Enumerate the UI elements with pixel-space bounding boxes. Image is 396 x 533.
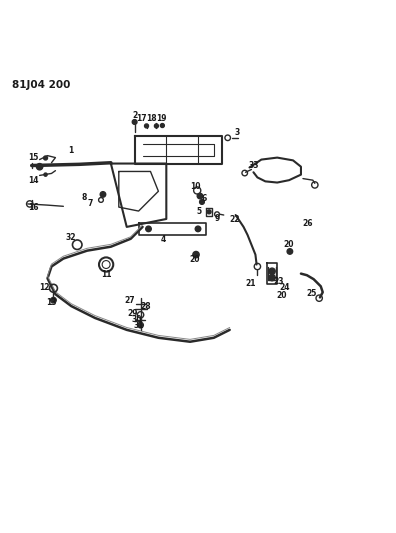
- Text: 22: 22: [229, 215, 240, 224]
- Text: 14: 14: [29, 176, 39, 184]
- Circle shape: [269, 274, 275, 281]
- Text: 17: 17: [137, 114, 147, 123]
- Text: 13: 13: [46, 298, 57, 308]
- Text: 19: 19: [156, 114, 167, 123]
- Text: 16: 16: [29, 203, 39, 212]
- Circle shape: [200, 199, 204, 204]
- Text: 81J04 200: 81J04 200: [12, 80, 70, 91]
- Circle shape: [51, 297, 56, 303]
- Text: 31: 31: [133, 321, 144, 330]
- Text: 15: 15: [29, 153, 39, 162]
- Circle shape: [44, 173, 47, 176]
- Text: 7: 7: [88, 199, 93, 208]
- Text: 27: 27: [125, 296, 135, 305]
- Text: 4: 4: [161, 236, 166, 245]
- Circle shape: [195, 226, 201, 232]
- Text: 3: 3: [234, 128, 240, 137]
- Text: 20: 20: [284, 240, 294, 249]
- Text: 8: 8: [82, 193, 87, 201]
- Text: 33: 33: [249, 161, 259, 170]
- Circle shape: [193, 252, 199, 258]
- Text: 30: 30: [131, 315, 142, 324]
- Circle shape: [44, 156, 48, 160]
- Text: 11: 11: [101, 270, 111, 279]
- Text: 29: 29: [128, 309, 138, 318]
- Text: 6: 6: [202, 194, 207, 203]
- Text: 12: 12: [40, 283, 50, 292]
- Circle shape: [145, 124, 148, 128]
- Circle shape: [36, 164, 43, 170]
- Text: 2: 2: [132, 111, 137, 120]
- Circle shape: [100, 192, 106, 197]
- Text: 28: 28: [141, 302, 151, 311]
- Text: 21: 21: [246, 279, 256, 288]
- Text: 23: 23: [273, 277, 284, 286]
- Text: 18: 18: [147, 114, 157, 123]
- Text: 26: 26: [303, 219, 313, 228]
- Circle shape: [154, 124, 158, 128]
- Text: 1: 1: [69, 147, 74, 155]
- Circle shape: [197, 193, 203, 199]
- Circle shape: [146, 226, 151, 232]
- Text: 9: 9: [214, 214, 220, 223]
- Text: 32: 32: [65, 233, 76, 243]
- Circle shape: [132, 119, 137, 124]
- Circle shape: [138, 322, 143, 328]
- Text: 24: 24: [279, 282, 289, 292]
- Circle shape: [269, 268, 275, 274]
- Circle shape: [287, 249, 293, 254]
- Text: 20: 20: [190, 255, 200, 264]
- Text: 20: 20: [276, 290, 286, 300]
- Text: 25: 25: [307, 289, 317, 298]
- Text: 10: 10: [190, 182, 200, 191]
- Text: 5: 5: [196, 207, 201, 216]
- Circle shape: [160, 124, 164, 127]
- Circle shape: [207, 210, 211, 214]
